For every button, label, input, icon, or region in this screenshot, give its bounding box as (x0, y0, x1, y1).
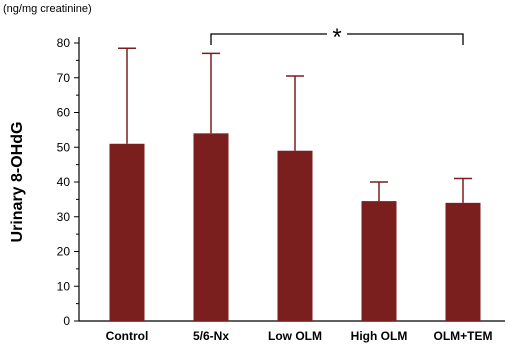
y-tick-label: 30 (57, 210, 71, 224)
category-label: Low OLM (268, 329, 322, 343)
category-label: 5/6-Nx (193, 329, 229, 343)
bars (109, 47, 481, 321)
bar (277, 150, 313, 321)
y-tick-label: 10 (57, 279, 71, 293)
significance-bracket: * (210, 24, 464, 51)
significance-star: * (332, 24, 341, 51)
category-label: High OLM (351, 329, 408, 343)
y-tick-label: 70 (57, 71, 71, 85)
y-tick-label: 50 (57, 140, 71, 154)
y-axis-title: Urinary 8-OHdG (9, 122, 26, 243)
axes: 0 10 20 30 40 50 60 70 80 (57, 36, 505, 328)
bracket-right (347, 33, 464, 45)
y-tick-label: 0 (63, 314, 70, 328)
bar (361, 201, 397, 321)
bar (193, 133, 229, 321)
bar (445, 202, 481, 321)
y-tick-label: 60 (57, 106, 71, 120)
bracket-left (210, 33, 327, 45)
y-tick-label: 20 (57, 245, 71, 259)
bar (109, 143, 145, 321)
y-tick-label: 40 (57, 175, 71, 189)
unit-label: (ng/mg creatinine) (3, 3, 92, 15)
y-tick-label: 80 (57, 36, 71, 50)
category-labels: Control 5/6-Nx Low OLM High OLM OLM+TEM (106, 329, 493, 343)
category-label: OLM+TEM (434, 329, 493, 343)
category-label: Control (106, 329, 149, 343)
